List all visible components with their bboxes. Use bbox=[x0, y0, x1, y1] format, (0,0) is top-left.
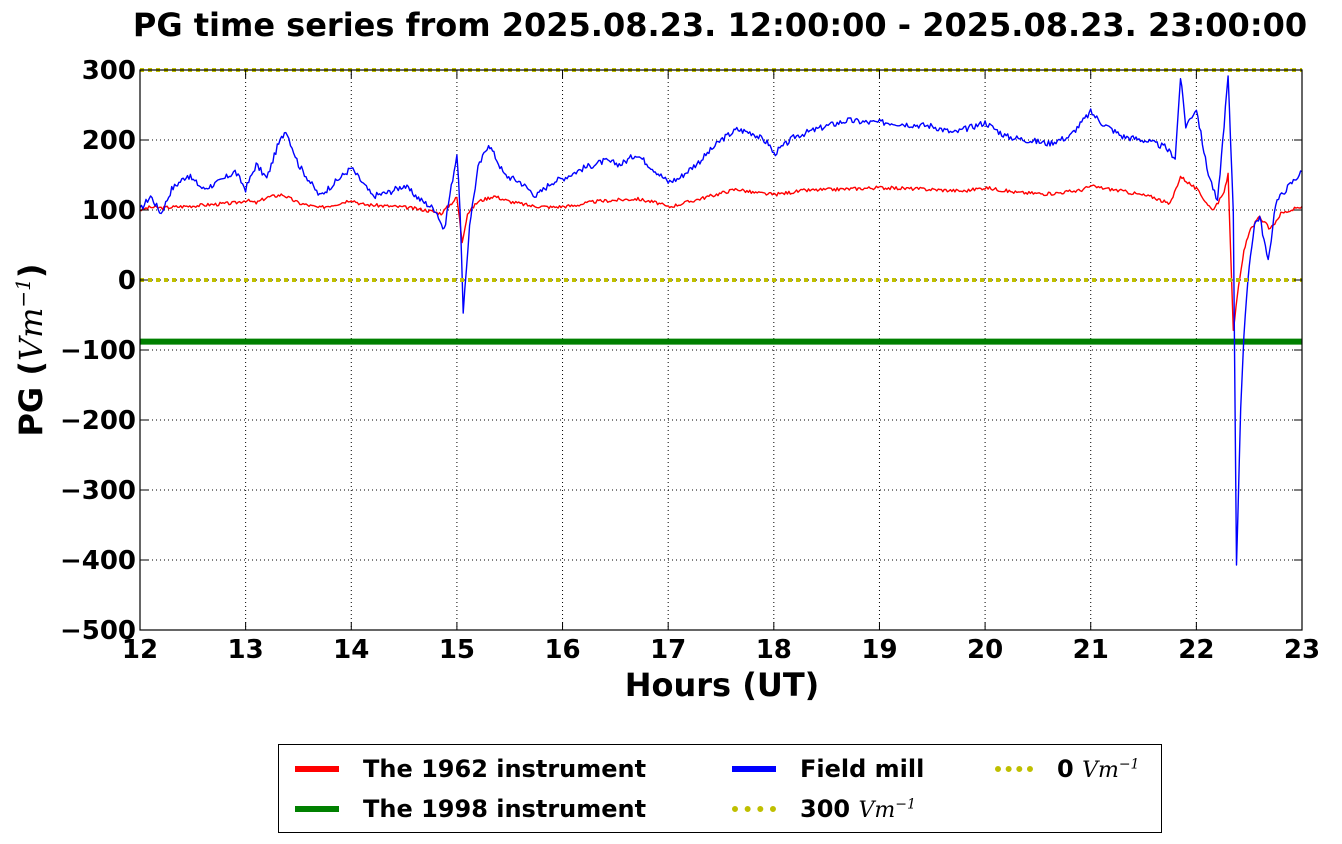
legend-swatch-1962 bbox=[295, 766, 339, 772]
x-tick-label: 22 bbox=[1178, 635, 1214, 665]
x-tick-label: 23 bbox=[1284, 635, 1320, 665]
legend-item-1962: The 1962 instrument bbox=[295, 754, 646, 784]
y-axis-label-exp: −1 bbox=[11, 278, 35, 307]
legend: The 1962 instrument The 1998 instrument … bbox=[278, 744, 1162, 833]
x-tick-label: 13 bbox=[228, 635, 264, 665]
legend-item-0: 0 Vm−1 bbox=[995, 754, 1139, 784]
legend-label-300: 300 Vm−1 bbox=[800, 795, 916, 823]
y-tick-label: 0 bbox=[118, 266, 136, 296]
y-tick-label: 300 bbox=[82, 56, 136, 86]
series-lines bbox=[139, 68, 1303, 566]
legend-item-1998: The 1998 instrument bbox=[295, 794, 646, 824]
y-tick-label: 200 bbox=[82, 126, 136, 156]
y-axis-label-unit: Vm bbox=[12, 308, 50, 361]
x-tick-label: 12 bbox=[122, 635, 158, 665]
y-tick-label: −500 bbox=[60, 616, 136, 646]
legend-swatch-300 bbox=[732, 806, 776, 812]
legend-item-field-mill: Field mill bbox=[732, 754, 924, 784]
grid bbox=[140, 70, 1302, 630]
x-tick-label: 17 bbox=[650, 635, 686, 665]
y-axis-label-text: PG ( bbox=[12, 361, 50, 436]
x-tick-label: 19 bbox=[861, 635, 897, 665]
x-axis-label: Hours (UT) bbox=[625, 666, 820, 704]
legend-swatch-1998 bbox=[295, 806, 339, 812]
y-tick-label: −400 bbox=[60, 546, 136, 576]
x-tick-label: 14 bbox=[333, 635, 369, 665]
axis-ticks: 12 13 14 15 16 17 18 19 20 21 22 23 −500 −400 −300 −200… bbox=[60, 56, 1320, 665]
x-tick-label: 16 bbox=[544, 635, 580, 665]
y-axis-label: PG (Vm−1) bbox=[11, 263, 50, 436]
legend-item-300: 300 Vm−1 bbox=[732, 794, 916, 824]
legend-label-0: 0 Vm−1 bbox=[1057, 755, 1140, 783]
legend-label-1998: The 1998 instrument bbox=[363, 795, 647, 823]
x-tick-label: 21 bbox=[1073, 635, 1109, 665]
x-tick-label: 18 bbox=[756, 635, 792, 665]
y-tick-label: −300 bbox=[60, 476, 136, 506]
chart-title: PG time series from 2025.08.23. 12:00:00… bbox=[133, 6, 1307, 44]
x-tick-label: 20 bbox=[967, 635, 1003, 665]
y-axis-label-close: ) bbox=[12, 263, 50, 278]
y-tick-label: −100 bbox=[60, 336, 136, 366]
y-tick-label: 100 bbox=[82, 196, 136, 226]
y-tick-label: −200 bbox=[60, 406, 136, 436]
legend-swatch-field-mill bbox=[732, 766, 776, 772]
legend-label-field-mill: Field mill bbox=[800, 755, 925, 783]
series-line-2 bbox=[139, 75, 1303, 566]
legend-swatch-0 bbox=[995, 766, 1033, 772]
legend-label-1962: The 1962 instrument bbox=[363, 755, 647, 783]
series-line-0 bbox=[140, 172, 1303, 331]
x-tick-label: 15 bbox=[439, 635, 475, 665]
